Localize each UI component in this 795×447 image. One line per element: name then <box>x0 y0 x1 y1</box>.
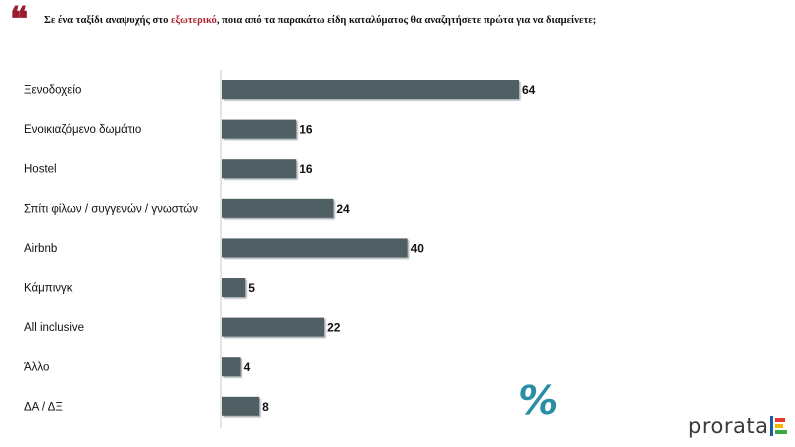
value-label: 16 <box>299 123 313 137</box>
survey-question: Σε ένα ταξίδι αναψυχής στο εξωτερικό, πο… <box>44 14 720 28</box>
logo-mark-icon <box>770 416 774 436</box>
bar <box>222 198 334 218</box>
category-label: Άλλο <box>24 362 49 374</box>
bar <box>222 278 246 297</box>
bar <box>222 317 325 337</box>
logo-text: prorata <box>688 414 769 438</box>
category-label: Κάμπινγκ <box>24 283 73 295</box>
question-text-before: Σε ένα ταξίδι αναψυχής στο <box>44 15 171 26</box>
value-label: 8 <box>262 400 269 414</box>
quote-mark-icon: ❝ <box>10 2 28 39</box>
value-label: 40 <box>411 241 425 255</box>
question-highlight: εξωτερικό <box>170 15 217 26</box>
bar <box>222 396 260 416</box>
category-label: All inclusive <box>24 322 84 334</box>
bar <box>222 357 241 377</box>
value-label: 5 <box>248 281 255 295</box>
percent-unit-mark: % <box>514 378 562 424</box>
category-label: Ξενοδοχείο <box>24 85 81 97</box>
bar <box>222 80 519 99</box>
category-label: Hostel <box>24 164 57 176</box>
value-label: 16 <box>299 162 313 176</box>
bar <box>222 238 408 258</box>
question-text-after: , ποια από τα παρακάτω είδη καταλύματος … <box>216 15 597 26</box>
prorata-logo: prorata <box>688 414 788 438</box>
category-label: Ενοικιαζόμενο δωμάτιο <box>24 124 141 136</box>
logo-bars-icon <box>775 418 788 434</box>
bar <box>222 159 297 179</box>
value-label: 24 <box>336 202 350 216</box>
value-label: 4 <box>244 360 251 374</box>
category-label: Airbnb <box>24 243 57 255</box>
value-label: 22 <box>327 321 341 335</box>
bar <box>222 119 297 139</box>
value-label: 64 <box>522 83 536 97</box>
category-label: Σπίτι φίλων / συγγενών / γνωστών <box>24 203 198 215</box>
category-label: ΔΑ / ΔΞ <box>24 401 63 413</box>
